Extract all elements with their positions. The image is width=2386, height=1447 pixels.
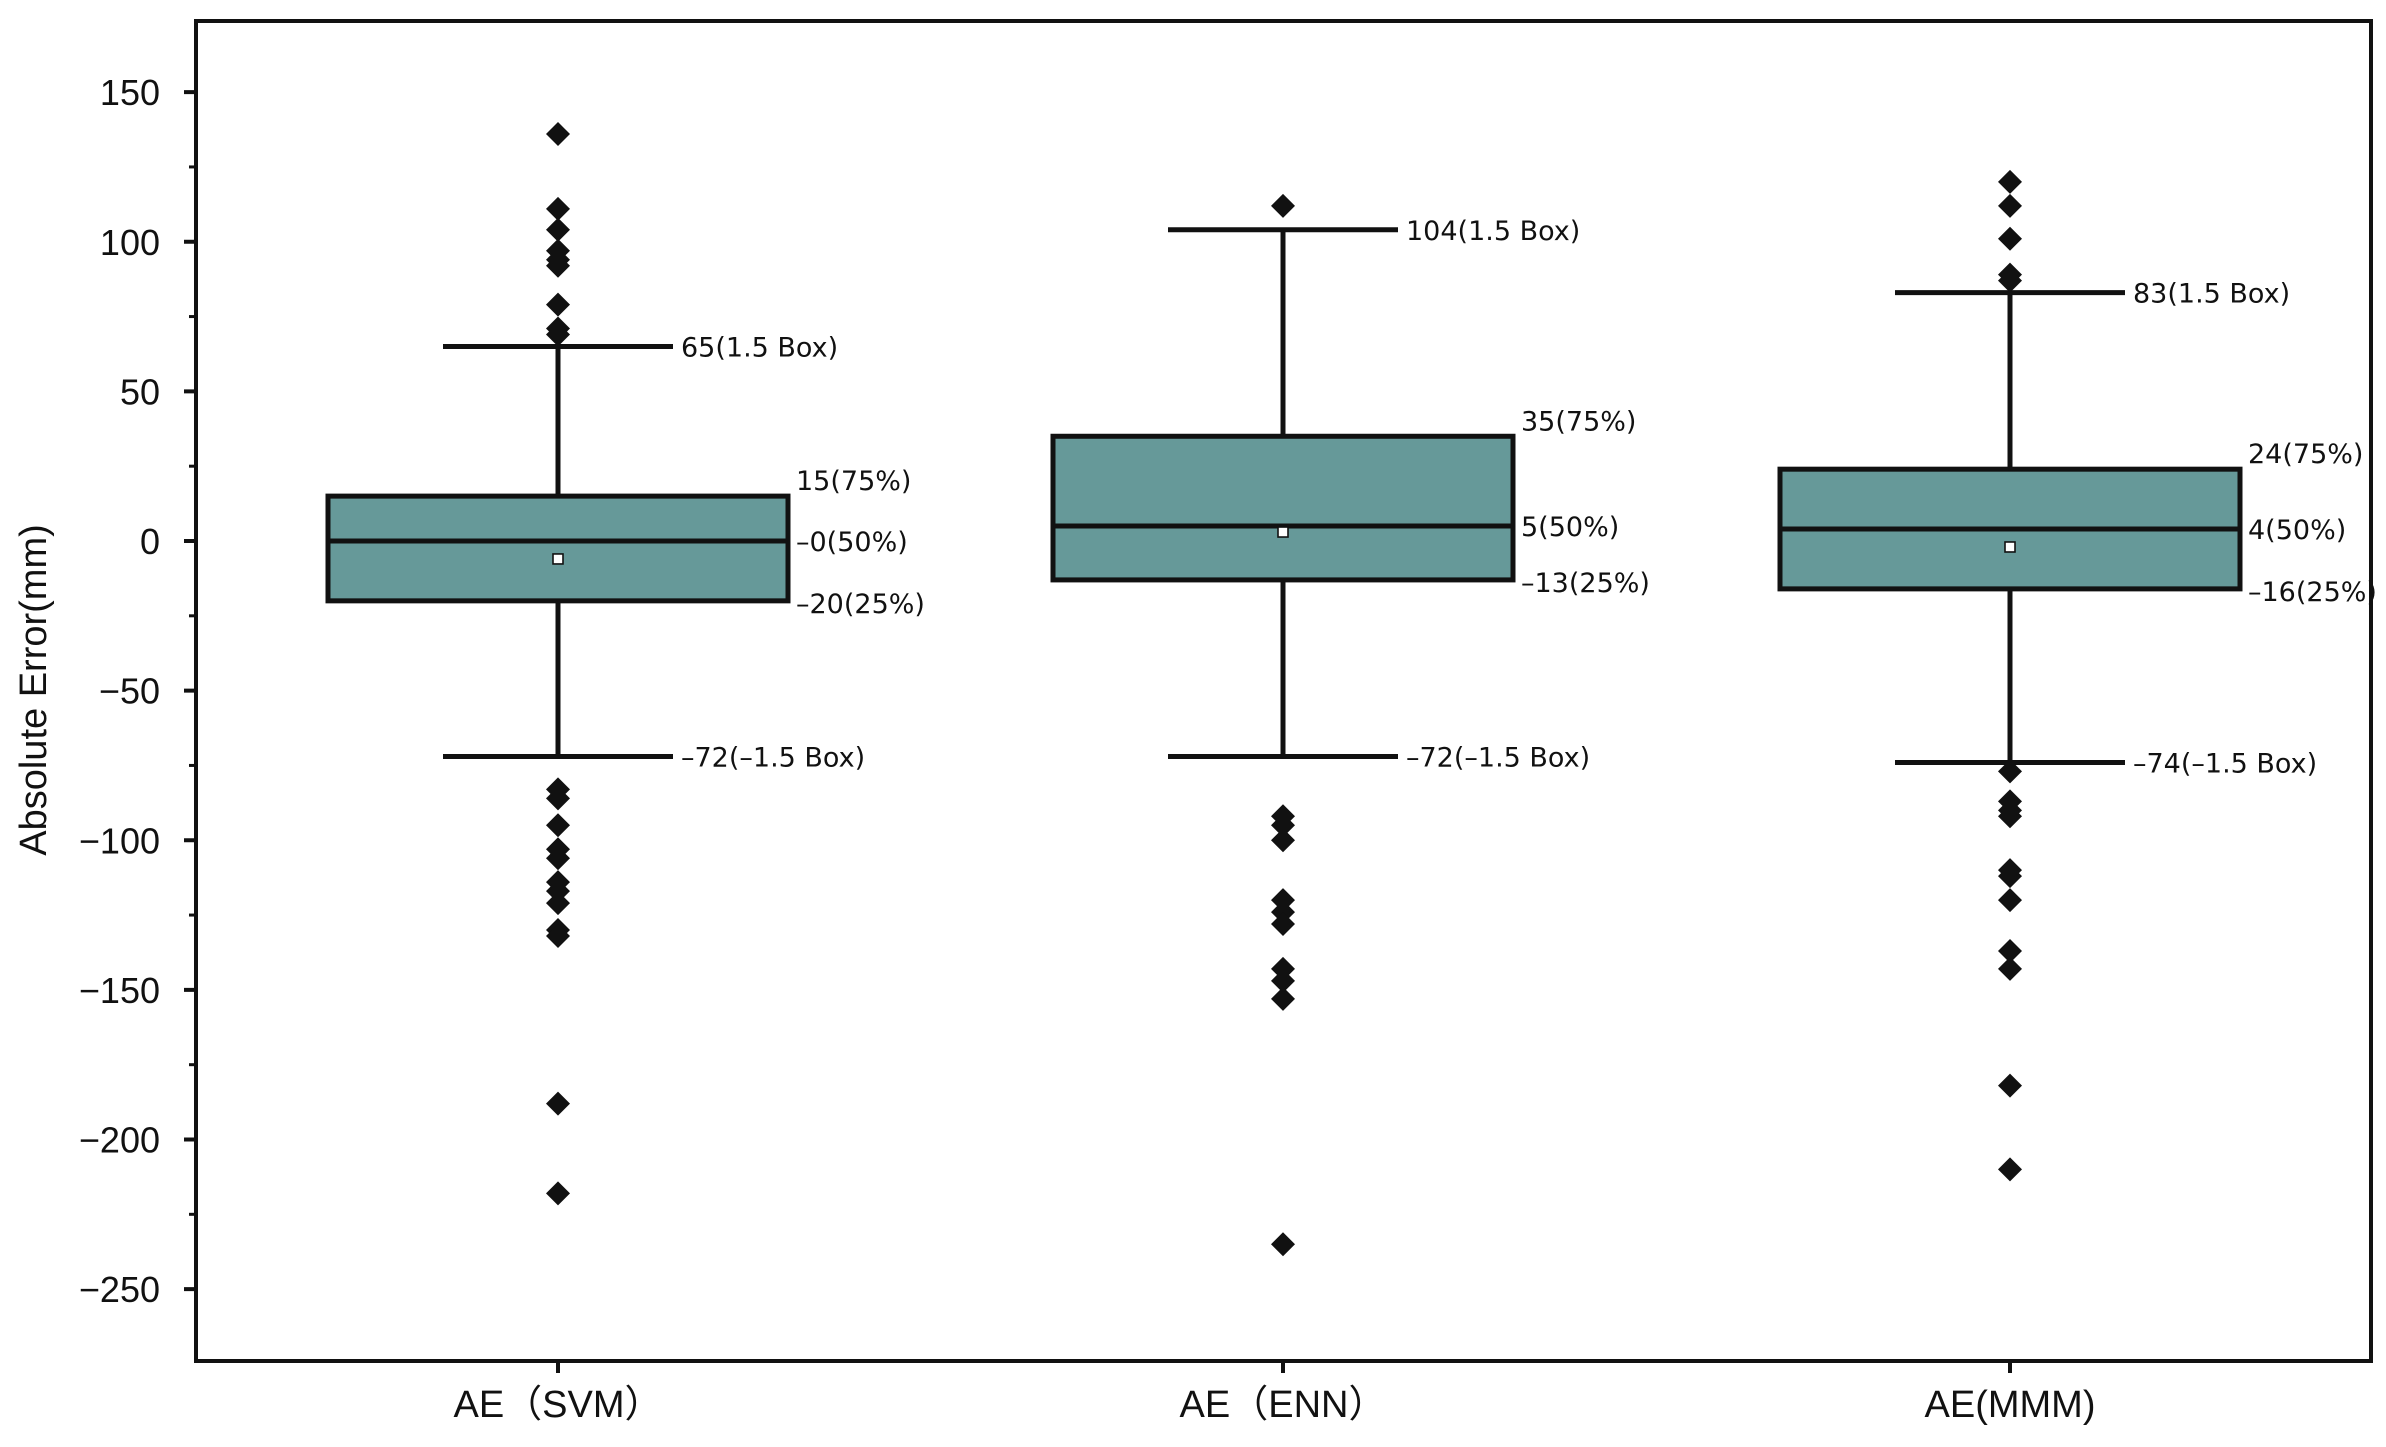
x-category-label: AE(MMM)	[1925, 1384, 2096, 1426]
y-tick-label: 0	[140, 521, 160, 562]
box-series-2: 83(1.5 Box) 24(75%) 4(50%) –16(25%) –74(–1.5…	[1777, 169, 2377, 1182]
outlier-point	[1998, 169, 2022, 194]
median-label: 4(50%)	[2248, 515, 2346, 546]
whisker-high-label: 83(1.5 Box)	[2133, 279, 2290, 310]
outlier-point	[546, 1181, 570, 1206]
outlier-point	[1998, 759, 2022, 784]
box-series-1: 104(1.5 Box) 35(75%) 5(50%) –13(25%) –72(–1.…	[1050, 193, 1650, 1257]
iqr-box	[1050, 433, 1516, 583]
y-axis-title: Absolute Error(mm)	[13, 524, 55, 856]
whisker-high-label: 65(1.5 Box)	[681, 332, 838, 363]
outlier-point	[1271, 986, 1295, 1011]
q1-label: –16(25%)	[2248, 577, 2377, 608]
mean-marker	[1277, 526, 1289, 538]
q1-label: –13(25%)	[1521, 568, 1650, 599]
whisker-low-label: –74(–1.5 Box)	[2133, 748, 2317, 779]
outlier-point	[1998, 888, 2022, 913]
outlier-point	[1998, 1157, 2022, 1182]
y-tick-label: −50	[99, 671, 160, 712]
outlier-point	[546, 786, 570, 811]
outlier-point	[546, 322, 570, 347]
outlier-point	[1998, 226, 2022, 251]
x-category-label: AE（ENN）	[1180, 1384, 1387, 1426]
x-axis: AE（SVM） AE（ENN） AE(MMM)	[453, 1361, 2095, 1426]
median-label: –0(50%)	[796, 527, 908, 558]
y-tick-label: 150	[100, 72, 160, 113]
y-axis-ticks	[184, 90, 196, 1292]
outlier-point	[1998, 804, 2022, 829]
whisker-high-label: 104(1.5 Box)	[1406, 216, 1580, 247]
outlier-point	[1998, 864, 2022, 889]
outlier-point	[546, 1091, 570, 1116]
outlier-point	[1271, 193, 1295, 218]
x-category-label: AE（SVM）	[453, 1384, 662, 1426]
outlier-point	[546, 292, 570, 317]
outlier-point	[546, 846, 570, 871]
outlier-point	[1998, 268, 2022, 293]
outlier-point	[546, 217, 570, 242]
q3-label: 15(75%)	[796, 466, 911, 497]
q1-label: –20(25%)	[796, 589, 925, 620]
q3-label: 24(75%)	[2248, 439, 2363, 470]
y-axis-tick-labels: 150 100 50 0 −50 −100 −150 −200 −250	[79, 72, 160, 1310]
outlier-point	[1271, 912, 1295, 937]
mean-marker	[2004, 541, 2016, 553]
median-label: 5(50%)	[1521, 512, 1619, 543]
outlier-point	[1998, 1073, 2022, 1098]
y-tick-label: 50	[120, 371, 160, 412]
outlier-point	[546, 891, 570, 916]
outlier-point	[1271, 828, 1295, 853]
whisker-low-label: –72(–1.5 Box)	[681, 742, 865, 773]
outlier-point	[546, 924, 570, 949]
q3-label: 35(75%)	[1521, 406, 1636, 437]
y-tick-label: −200	[79, 1120, 160, 1161]
mean-marker	[552, 553, 564, 565]
y-tick-label: −150	[79, 970, 160, 1011]
iqr-box	[325, 493, 791, 604]
outlier-point	[1271, 968, 1295, 993]
box-series-0: 65(1.5 Box) 15(75%) –0(50%) –20(25%) –72(–1.…	[325, 122, 925, 1206]
outlier-point	[546, 122, 570, 147]
outlier-point	[546, 196, 570, 221]
y-tick-label: −100	[79, 820, 160, 861]
whisker-low-label: –72(–1.5 Box)	[1406, 742, 1590, 773]
y-tick-label: −250	[79, 1269, 160, 1310]
outlier-point	[1998, 956, 2022, 981]
y-tick-label: 100	[100, 222, 160, 263]
outlier-point	[1998, 938, 2022, 963]
outlier-point	[1998, 193, 2022, 218]
outlier-point	[1271, 1232, 1295, 1257]
outlier-point	[546, 813, 570, 838]
outlier-point	[1271, 813, 1295, 838]
box-series-group: 65(1.5 Box) 15(75%) –0(50%) –20(25%) –72(–1.…	[325, 122, 2377, 1257]
outlier-point	[546, 253, 570, 278]
